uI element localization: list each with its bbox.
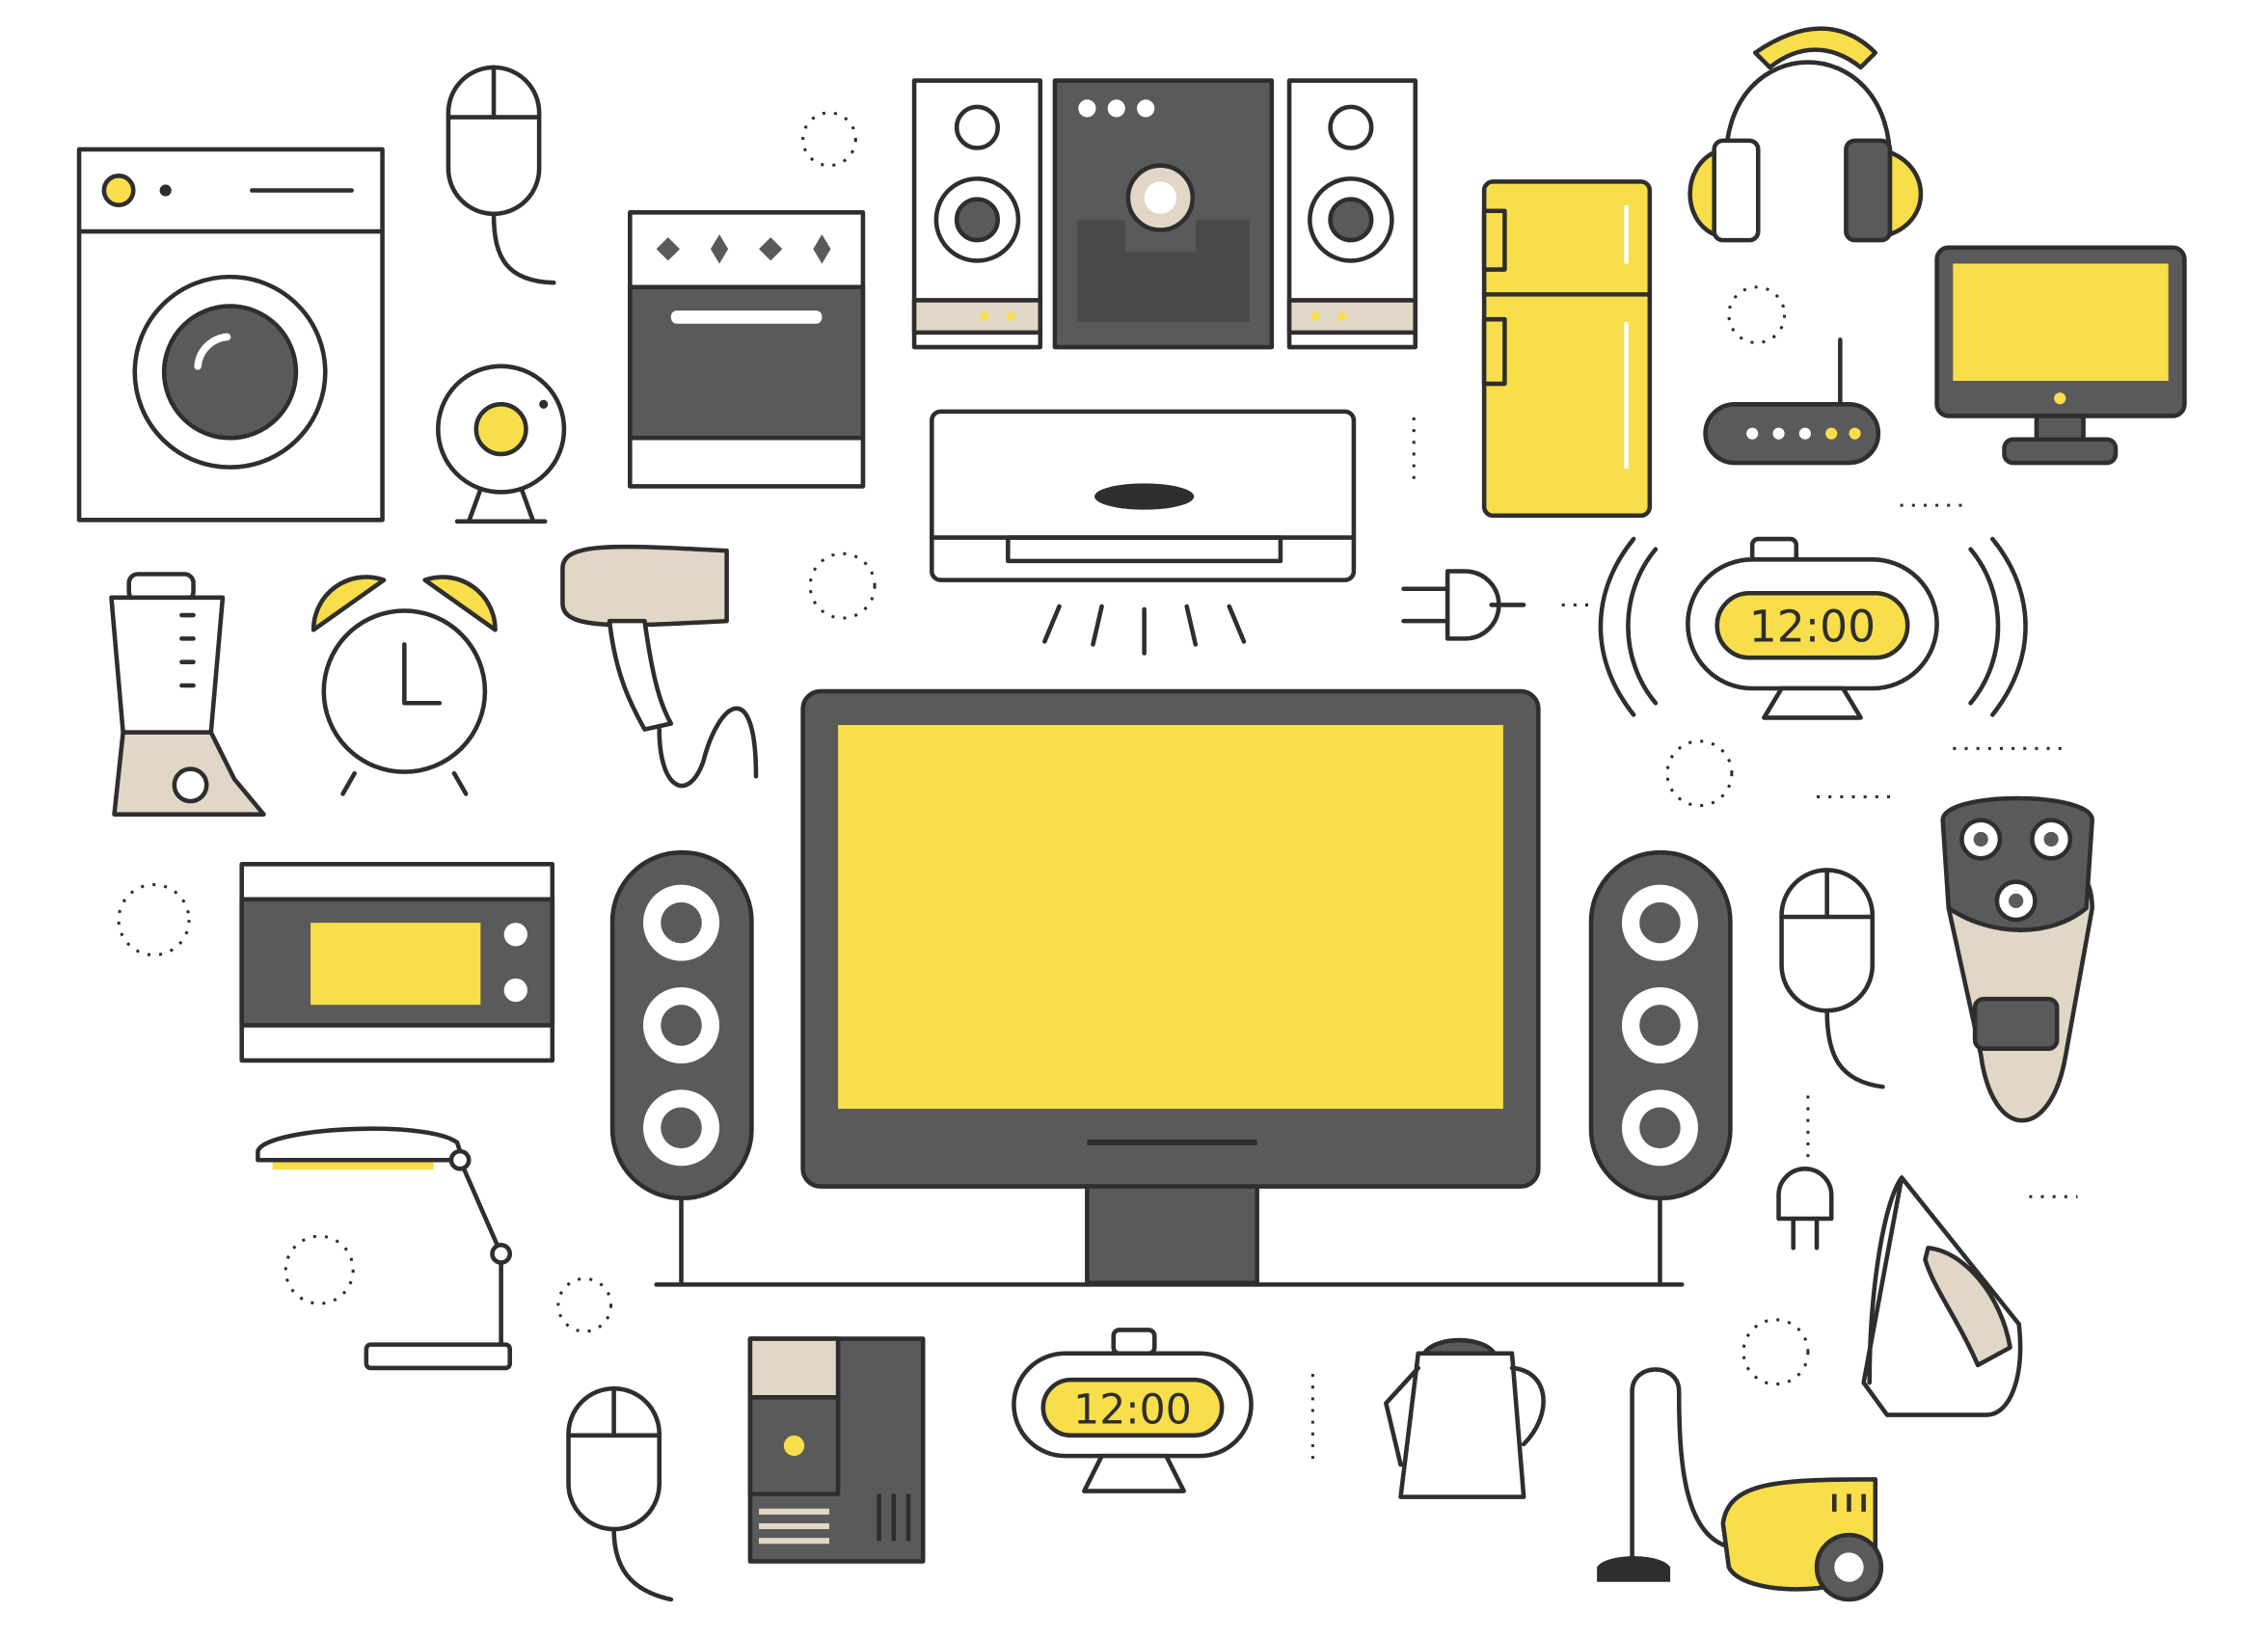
- speaker-icon: [1588, 849, 1733, 1287]
- television-icon: [654, 688, 1685, 1287]
- power-plug-icon: [1776, 1167, 1834, 1250]
- desk-lamp-icon: [256, 1126, 513, 1371]
- wifi-router-icon: [1703, 337, 1881, 466]
- computer-mouse-icon: [566, 1385, 674, 1602]
- desktop-monitor-icon: [1934, 245, 2187, 466]
- digital-clock-icon: 12:00: [1012, 1328, 1254, 1493]
- clock-time-large: 12:00: [1749, 601, 1876, 652]
- stereo-system-icon: [911, 78, 1418, 350]
- kettle-icon: [1384, 1337, 1546, 1499]
- computer-mouse-icon: [1779, 868, 1885, 1089]
- radio-alarm-clock-icon: 12:00: [1598, 536, 2028, 720]
- computer-mouse-icon: [446, 65, 556, 285]
- clothes-iron-icon: [1861, 1175, 2023, 1417]
- blender-icon: [109, 572, 266, 817]
- power-plug-icon: [1401, 569, 1526, 641]
- pc-tower-icon: [747, 1336, 926, 1564]
- hair-dryer-icon: [560, 544, 759, 789]
- decorative-dots: [117, 111, 2078, 1460]
- oven-stove-icon: [628, 210, 866, 489]
- webcam-icon: [436, 363, 567, 524]
- electric-shaver-icon: [1940, 795, 2094, 1123]
- headphones-icon: [1688, 26, 1923, 243]
- clock-time-small: 12:00: [1073, 1387, 1192, 1435]
- vacuum-cleaner-icon: [1597, 1367, 1884, 1602]
- air-conditioner-icon: [930, 409, 1357, 656]
- refrigerator-icon: [1481, 179, 1653, 519]
- washing-machine-icon: [76, 147, 385, 523]
- alarm-clock-icon: [310, 575, 498, 796]
- microwave-icon: [239, 862, 555, 1063]
- speaker-icon: [609, 849, 754, 1287]
